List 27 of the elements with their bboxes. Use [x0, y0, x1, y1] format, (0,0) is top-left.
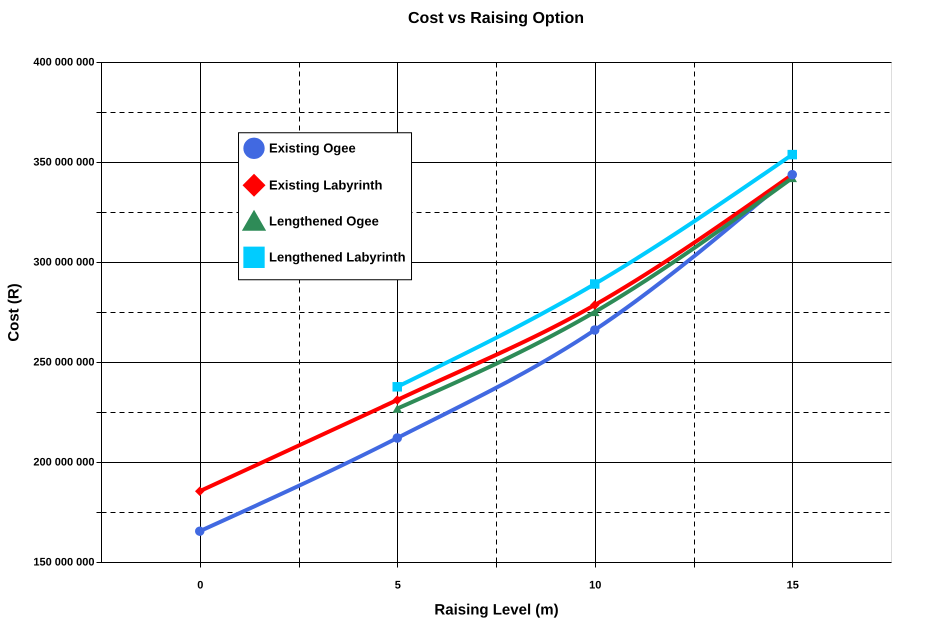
point — [392, 382, 402, 392]
point — [590, 325, 600, 335]
x-axis-title: Raising Level (m) — [434, 602, 559, 618]
y-tick-label: 300 000 000 — [33, 256, 94, 268]
point — [195, 486, 204, 496]
y-axis-title: Cost (R) — [5, 283, 22, 342]
x-tick-label: 0 — [197, 580, 204, 592]
x-tick-label: 10 — [589, 580, 602, 592]
legend-label: Lengthened Labyrinth — [269, 249, 406, 264]
point — [392, 404, 402, 413]
y-tick-label: 150 000 000 — [33, 556, 94, 568]
x-tick-label: 15 — [786, 580, 799, 592]
y-tick-label: 400 000 000 — [33, 56, 94, 68]
legend-label: Existing Ogee — [269, 140, 356, 156]
point — [590, 300, 600, 310]
point — [195, 526, 204, 536]
point — [788, 150, 797, 160]
y-tick-label: 200 000 000 — [33, 456, 94, 468]
legend-label: Lengthened Ogee — [269, 213, 379, 228]
y-tick-label: 250 000 000 — [33, 356, 94, 368]
x-tick-label: 5 — [394, 580, 401, 592]
point — [392, 433, 402, 443]
legend-label: Existing Labyrinth — [269, 177, 382, 192]
point — [590, 279, 600, 289]
chart-title: Cost vs Raising Option — [408, 10, 584, 27]
point — [392, 395, 402, 405]
y-tick-label: 350 000 000 — [33, 156, 94, 168]
